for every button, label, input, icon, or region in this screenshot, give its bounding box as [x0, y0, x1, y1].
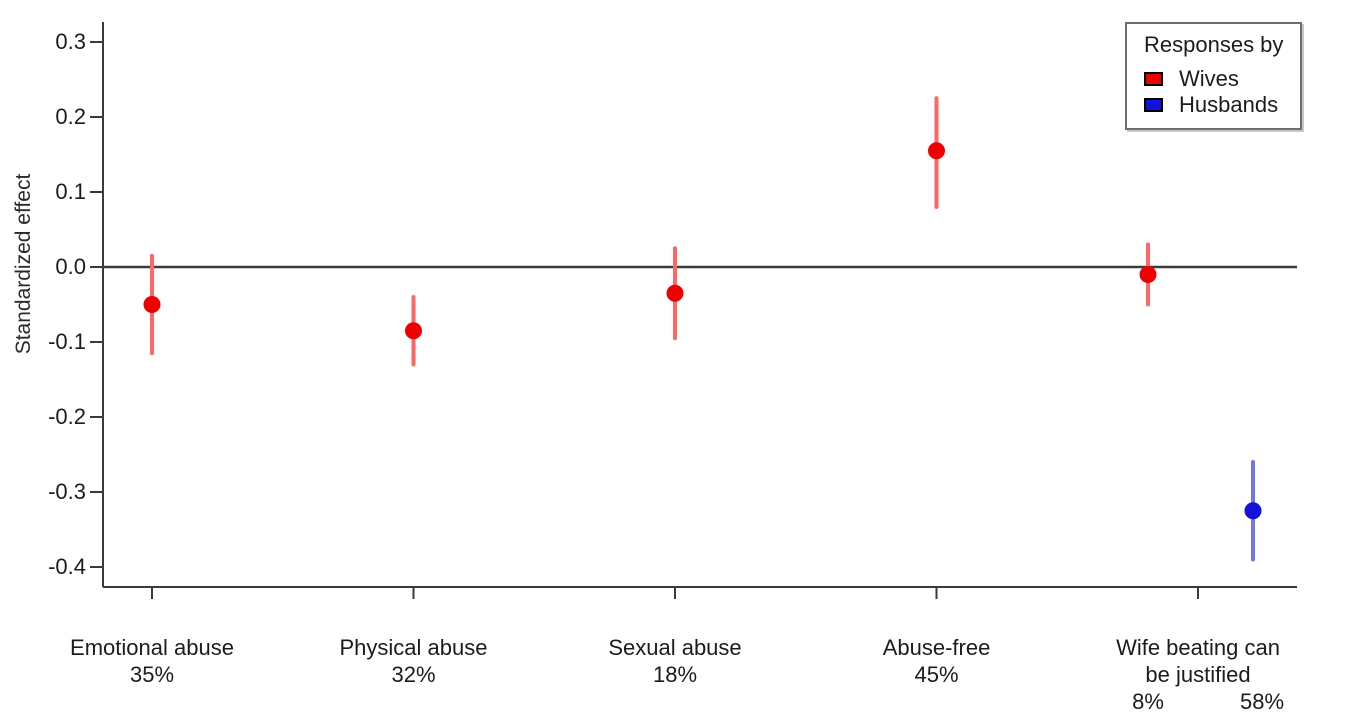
category-percent-label: 18%: [652, 662, 698, 687]
y-tick-label: 0.2: [55, 104, 86, 129]
category-percent-label: 32%: [391, 662, 436, 687]
legend-item-wives: Wives: [1144, 66, 1300, 92]
category-label: Emotional abuse 35%: [0, 634, 312, 688]
y-tick-label: -0.3: [48, 479, 86, 504]
wives-color-swatch-icon: [1144, 72, 1163, 86]
y-tick-label: 0.3: [55, 29, 86, 54]
category-percent-row: 45%: [777, 661, 1097, 688]
category-label: Wife beating can be justified 8% 58%: [1038, 634, 1345, 715]
category-percent-row: 32%: [254, 661, 574, 688]
category-label: Physical abuse 32%: [254, 634, 574, 688]
husbands-color-swatch-icon: [1144, 98, 1163, 112]
legend-item-label: Wives: [1179, 66, 1239, 91]
category-label: Sexual abuse 18%: [515, 634, 835, 688]
category-label-line: be justified: [1145, 662, 1251, 687]
category-label-line: Physical abuse: [339, 635, 488, 660]
category-percent-label: 45%: [914, 662, 959, 687]
y-tick-label: -0.1: [48, 329, 86, 354]
estimate-point: [1139, 266, 1157, 283]
category-percent-label: 58%: [1239, 689, 1285, 714]
category-label-line: Sexual abuse: [608, 635, 742, 660]
legend-items: Wives Husbands: [1144, 66, 1300, 118]
category-label-line: Abuse-free: [882, 635, 991, 660]
category-percent-row: 8% 58%: [1038, 688, 1345, 715]
category-percent-row: 35%: [0, 661, 312, 688]
category-percent-label: 35%: [129, 662, 175, 687]
legend: Responses by Wives Husbands: [1125, 22, 1302, 130]
y-tick-label: -0.2: [48, 404, 86, 429]
y-tick-label: 0.0: [55, 254, 86, 279]
estimate-point: [143, 296, 161, 313]
estimate-point: [405, 322, 422, 340]
category-label-line: Emotional abuse: [70, 635, 234, 660]
estimate-point: [1244, 502, 1262, 520]
estimate-point: [666, 284, 684, 302]
category-percent-row: 18%: [515, 661, 835, 688]
y-tick-label: 0.1: [55, 179, 86, 204]
legend-item-husbands: Husbands: [1144, 92, 1300, 118]
legend-item-label: Husbands: [1179, 92, 1279, 117]
category-percent-label: 8%: [1132, 689, 1164, 714]
y-tick-label: -0.4: [48, 554, 86, 579]
category-label: Abuse-free 45%: [777, 634, 1097, 688]
estimate-point: [928, 142, 945, 160]
category-label-line: Wife beating can: [1116, 635, 1280, 660]
legend-title: Responses by: [1144, 32, 1284, 57]
